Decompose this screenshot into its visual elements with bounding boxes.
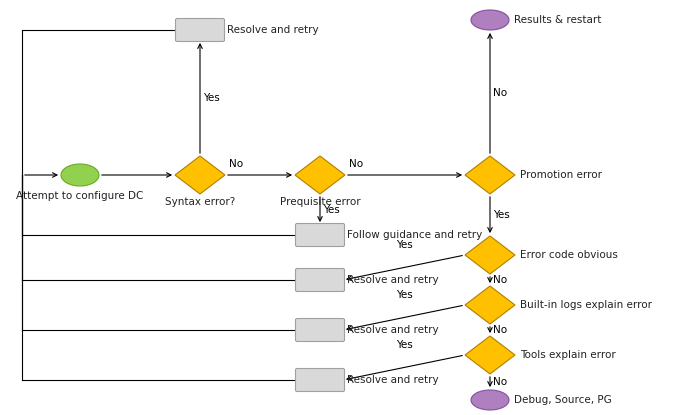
FancyBboxPatch shape [295,224,344,247]
Text: Yes: Yes [493,210,510,220]
Text: No: No [493,88,507,98]
Text: Resolve and retry: Resolve and retry [347,275,439,285]
FancyBboxPatch shape [175,19,224,42]
Text: Built-in logs explain error: Built-in logs explain error [520,300,652,310]
Polygon shape [465,286,515,324]
Polygon shape [465,156,515,194]
Ellipse shape [61,164,99,186]
Text: Error code obvious: Error code obvious [520,250,618,260]
Text: Promotion error: Promotion error [520,170,602,180]
Polygon shape [175,156,225,194]
FancyBboxPatch shape [295,269,344,291]
Text: Resolve and retry: Resolve and retry [227,25,319,35]
Text: Yes: Yes [396,340,412,350]
Ellipse shape [471,10,509,30]
Text: No: No [493,377,507,387]
Text: Results & restart: Results & restart [514,15,601,25]
Text: Resolve and retry: Resolve and retry [347,375,439,385]
Text: Prequisite error: Prequisite error [280,197,361,207]
Ellipse shape [471,390,509,410]
Text: No: No [229,159,243,169]
Text: Yes: Yes [396,290,412,300]
Text: No: No [349,159,363,169]
Text: Yes: Yes [323,205,340,215]
Text: Syntax error?: Syntax error? [165,197,235,207]
Text: Attempt to configure DC: Attempt to configure DC [16,191,144,201]
Text: Yes: Yes [396,240,412,250]
Text: No: No [493,275,507,285]
Text: Debug, Source, PG: Debug, Source, PG [514,395,612,405]
Text: Yes: Yes [203,93,220,103]
Polygon shape [465,336,515,374]
Text: Resolve and retry: Resolve and retry [347,325,439,335]
FancyBboxPatch shape [295,369,344,391]
Text: Tools explain error: Tools explain error [520,350,616,360]
Polygon shape [295,156,345,194]
Text: No: No [493,325,507,335]
FancyBboxPatch shape [295,318,344,342]
Text: Follow guidance and retry: Follow guidance and retry [347,230,483,240]
Polygon shape [465,236,515,274]
